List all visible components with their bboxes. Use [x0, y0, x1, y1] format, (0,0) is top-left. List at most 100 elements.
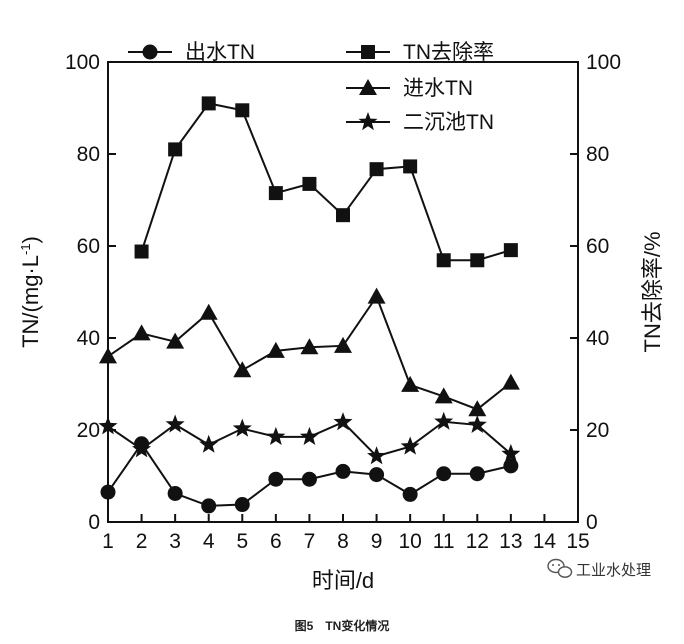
data-point-star: [98, 416, 118, 435]
data-point-circle: [100, 484, 116, 500]
data-point-circle: [503, 458, 519, 474]
data-point-star: [400, 436, 420, 455]
data-point-triangle: [468, 400, 487, 417]
y-tick-label: 80: [77, 143, 100, 166]
y2-tick-label: 60: [586, 235, 609, 258]
y-tick-label: 0: [88, 511, 100, 534]
series-2: [134, 96, 518, 268]
data-point-triangle: [266, 341, 285, 358]
data-point-star: [367, 446, 387, 465]
data-point-circle: [436, 466, 452, 482]
data-point-circle: [167, 485, 183, 501]
x-tick-label: 3: [169, 530, 181, 553]
axis-ticks: 1 2 3 4 5 6 7 8 9 10 11 12 13 14 150204060801000204060…: [65, 51, 621, 553]
data-point-square: [369, 162, 384, 177]
legend-label: 进水TN: [403, 77, 473, 100]
data-point-triangle: [401, 375, 420, 392]
wechat-icon: [547, 558, 573, 578]
legend-marker-circle: [142, 44, 158, 60]
y2-tick-label: 100: [586, 51, 621, 74]
watermark: 工业水处理: [547, 558, 651, 579]
data-point-star: [232, 418, 252, 437]
series-4: [98, 411, 521, 465]
x-tick-label: 5: [236, 530, 248, 553]
data-point-triangle: [434, 387, 453, 404]
series-3: [99, 287, 520, 417]
legend-marker-star: [358, 112, 378, 131]
data-point-square: [302, 176, 317, 191]
y2-tick-label: 0: [586, 511, 598, 534]
legend-item-effluent-tn: 出水TN: [128, 41, 255, 64]
x-tick-label: 9: [371, 530, 383, 553]
y-tick-label: 100: [65, 51, 100, 74]
x-tick-label: 6: [270, 530, 282, 553]
data-point-star: [333, 412, 353, 431]
legend-item-removal-rate: TN去除率: [346, 41, 494, 64]
data-point-star: [467, 414, 487, 434]
data-point-star: [199, 434, 219, 453]
data-point-circle: [469, 466, 485, 482]
data-point-square: [503, 243, 518, 258]
data-point-square: [403, 159, 418, 174]
x-tick-label: 8: [337, 530, 349, 553]
data-point-circle: [335, 463, 351, 479]
data-point-circle: [402, 486, 418, 502]
y2-axis-title: TN去除率/%: [640, 231, 665, 352]
legend-marker-triangle: [359, 79, 377, 95]
x-tick-label: 10: [398, 530, 421, 553]
x-tick-label: 2: [136, 530, 148, 553]
data-point-triangle: [367, 287, 386, 304]
series-1: [100, 436, 519, 514]
series-layer: [98, 96, 521, 514]
y-axis-title: TN/(mg·L-1): [18, 236, 43, 348]
x-tick-label: 1: [102, 530, 114, 553]
x-tick-label: 15: [566, 530, 589, 553]
data-point-star: [434, 411, 454, 430]
x-tick-label: 4: [203, 530, 215, 553]
data-point-triangle: [233, 361, 252, 378]
x-tick-label: 11: [433, 530, 455, 553]
y2-tick-label: 80: [586, 143, 609, 166]
legend-label: TN去除率: [403, 41, 494, 64]
x-tick-label: 7: [304, 530, 316, 553]
legend-label: 出水TN: [185, 41, 255, 64]
y2-tick-label: 20: [586, 419, 609, 442]
data-point-triangle: [99, 347, 117, 364]
data-point-circle: [369, 467, 385, 483]
data-point-star: [132, 439, 152, 458]
y2-tick-label: 40: [586, 327, 609, 350]
legend-item-secondary-clarifier-tn: 二沉池TN: [346, 111, 494, 134]
x-axis-title: 时间/d: [312, 568, 374, 593]
y-axis-title-main: TN/(mg·L: [18, 255, 43, 348]
data-point-star: [501, 443, 521, 463]
figure-caption: 图5 TN变化情况: [295, 618, 390, 633]
watermark-text: 工业水处理: [576, 562, 651, 579]
x-tick-label: 14: [533, 530, 557, 553]
legend-label: 二沉池TN: [403, 111, 494, 134]
legend-marker-square: [361, 45, 375, 59]
y-tick-label: 40: [77, 327, 100, 350]
legend-item-influent-tn: 进水TN: [346, 77, 473, 100]
x-tick-label: 13: [499, 530, 522, 553]
data-point-star: [165, 414, 185, 433]
legend: 出水TN TN去除率 进水TN 二沉池TN: [128, 41, 494, 134]
data-point-star: [266, 426, 286, 445]
y-tick-label: 60: [77, 235, 100, 258]
y-axis-title-sup: -1: [18, 243, 33, 255]
data-point-square: [268, 186, 283, 201]
x-tick-label: 12: [466, 530, 489, 553]
data-point-square: [168, 142, 183, 157]
data-point-triangle: [166, 332, 185, 349]
data-point-triangle: [132, 324, 151, 341]
y-tick-label: 20: [77, 419, 100, 442]
data-point-triangle: [300, 338, 319, 355]
y-axis-title-close: ): [18, 236, 43, 243]
data-point-circle: [201, 498, 217, 514]
data-point-square: [436, 253, 451, 268]
data-point-circle: [301, 471, 317, 487]
data-point-square: [235, 103, 250, 118]
data-point-square: [470, 253, 485, 268]
data-point-square: [201, 96, 216, 111]
data-point-triangle: [199, 303, 218, 320]
